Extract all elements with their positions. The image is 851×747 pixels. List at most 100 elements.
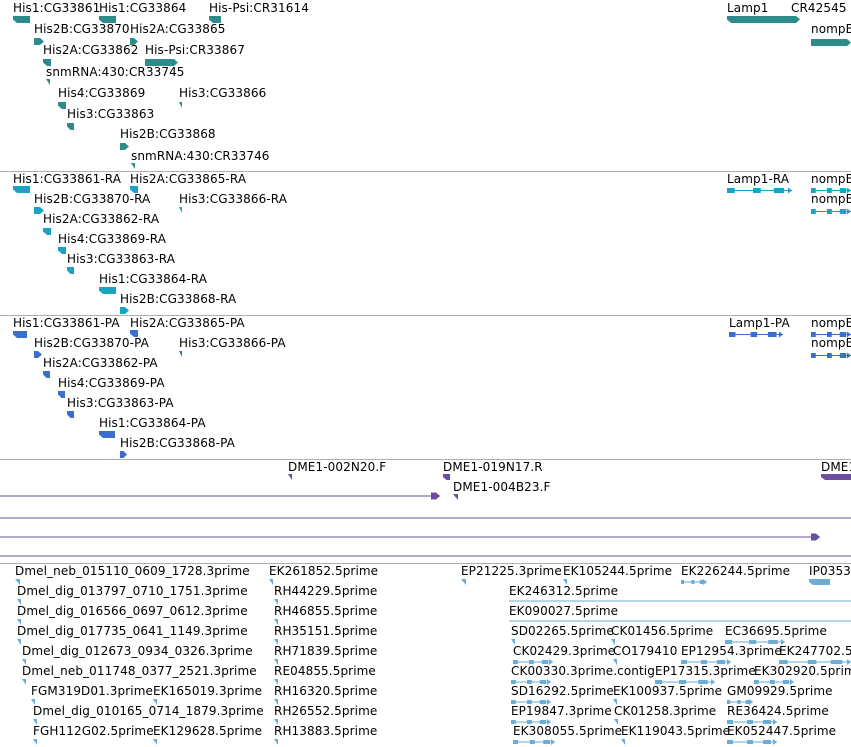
feature-glyph[interactable] xyxy=(13,598,25,606)
feature-glyph[interactable] xyxy=(126,185,142,194)
feature-glyph[interactable] xyxy=(149,698,161,706)
feature-glyph[interactable] xyxy=(63,122,78,131)
clone-span-line[interactable] xyxy=(0,514,851,522)
feature-label: His1:CG33864-RA xyxy=(99,272,208,286)
feature-glyph[interactable] xyxy=(126,329,142,338)
feature-glyph[interactable] xyxy=(270,698,282,706)
feature-glyph[interactable] xyxy=(449,493,462,501)
feature-glyph[interactable] xyxy=(805,578,834,586)
clone-span-line[interactable] xyxy=(0,492,851,500)
feature-glyph[interactable] xyxy=(677,658,735,666)
feature-glyph[interactable] xyxy=(54,246,70,255)
feature-glyph[interactable] xyxy=(9,15,34,24)
feature-glyph[interactable] xyxy=(39,58,55,67)
feature-glyph[interactable] xyxy=(54,101,70,110)
feature-glyph[interactable] xyxy=(607,638,619,646)
feature-glyph[interactable] xyxy=(30,350,46,359)
feature-glyph[interactable] xyxy=(18,658,30,666)
feature-glyph[interactable] xyxy=(507,718,555,726)
feature-glyph[interactable] xyxy=(807,207,851,216)
feature-label: EK226244.5prime xyxy=(681,564,791,578)
clone-span-line[interactable] xyxy=(0,552,851,560)
feature-glyph[interactable] xyxy=(13,618,25,626)
feature-glyph[interactable] xyxy=(723,738,781,746)
feature-glyph[interactable] xyxy=(29,738,41,746)
feature-glyph[interactable] xyxy=(95,15,120,24)
feature-glyph[interactable] xyxy=(284,473,296,481)
feature-glyph[interactable] xyxy=(205,15,225,24)
feature-glyph[interactable] xyxy=(27,698,39,706)
feature-glyph[interactable] xyxy=(721,638,789,646)
feature-glyph[interactable] xyxy=(95,286,120,295)
feature-glyph[interactable] xyxy=(270,638,282,646)
feature-glyph[interactable] xyxy=(505,598,851,604)
feature-label: Dmel_dig_013797_0710_1751.3prime xyxy=(17,584,248,598)
feature-glyph[interactable] xyxy=(723,698,757,706)
feature-glyph[interactable] xyxy=(509,738,559,746)
feature-glyph[interactable] xyxy=(11,578,24,586)
feature-glyph[interactable] xyxy=(507,678,555,686)
feature-glyph[interactable] xyxy=(807,38,851,47)
feature-glyph[interactable] xyxy=(807,330,851,339)
feature-glyph[interactable] xyxy=(723,15,796,24)
feature-glyph[interactable] xyxy=(270,658,282,666)
feature-glyph[interactable] xyxy=(507,638,519,646)
feature-glyph[interactable] xyxy=(13,638,25,646)
feature-glyph[interactable] xyxy=(63,266,78,275)
feature-glyph[interactable] xyxy=(609,658,621,666)
feature-glyph[interactable] xyxy=(265,578,277,586)
feature-glyph[interactable] xyxy=(39,227,55,236)
feature-glyph[interactable] xyxy=(775,658,851,666)
feature-glyph[interactable] xyxy=(750,678,798,686)
feature-glyph[interactable] xyxy=(54,390,69,399)
feature-glyph[interactable] xyxy=(175,101,186,109)
feature-glyph[interactable] xyxy=(29,718,41,726)
feature-glyph[interactable] xyxy=(807,351,851,360)
feature-glyph[interactable] xyxy=(651,678,719,686)
feature-glyph[interactable] xyxy=(617,738,629,746)
feature-glyph[interactable] xyxy=(127,162,139,170)
feature-glyph[interactable] xyxy=(677,578,711,586)
feature-glyph[interactable] xyxy=(439,473,454,481)
feature-glyph[interactable] xyxy=(725,330,787,339)
feature-glyph[interactable] xyxy=(817,473,851,481)
feature-glyph[interactable] xyxy=(149,738,161,746)
feature-glyph[interactable] xyxy=(95,430,119,439)
feature-glyph[interactable] xyxy=(126,37,142,46)
feature-glyph[interactable] xyxy=(175,350,186,358)
feature-glyph[interactable] xyxy=(509,658,557,666)
feature-glyph[interactable] xyxy=(39,370,54,379)
feature-glyph[interactable] xyxy=(723,186,796,195)
feature-glyph[interactable] xyxy=(723,718,781,726)
feature-glyph[interactable] xyxy=(270,678,282,686)
feature-glyph[interactable] xyxy=(116,306,133,315)
clone-span-line[interactable] xyxy=(0,533,851,541)
feature-glyph[interactable] xyxy=(116,142,133,151)
feature-glyph[interactable] xyxy=(505,618,851,624)
feature-glyph[interactable] xyxy=(63,410,78,419)
feature-label: Dmel_dig_016566_0697_0612.3prime xyxy=(17,604,248,618)
feature-glyph[interactable] xyxy=(18,678,30,686)
feature-glyph[interactable] xyxy=(9,185,34,194)
feature-glyph[interactable] xyxy=(9,330,31,339)
feature-glyph[interactable] xyxy=(457,578,470,586)
feature-glyph[interactable] xyxy=(175,206,186,214)
feature-glyph[interactable] xyxy=(30,37,48,46)
feature-glyph[interactable] xyxy=(507,698,555,706)
feature-glyph[interactable] xyxy=(270,738,282,746)
feature-glyph[interactable] xyxy=(141,58,182,67)
feature-label: Dmel_dig_017735_0641_1149.3prime xyxy=(17,624,248,638)
feature-glyph[interactable] xyxy=(270,598,282,606)
feature-glyph[interactable] xyxy=(787,15,804,24)
feature-glyph[interactable] xyxy=(30,206,48,215)
feature-glyph[interactable] xyxy=(559,578,571,586)
feature-glyph[interactable] xyxy=(270,718,282,726)
feature-glyph[interactable] xyxy=(610,718,622,726)
feature-glyph[interactable] xyxy=(270,618,282,626)
feature-glyph[interactable] xyxy=(116,450,131,459)
feature-glyph[interactable] xyxy=(42,78,54,86)
feature-label: His2A:CG33862 xyxy=(43,43,139,57)
feature-glyph[interactable] xyxy=(807,186,851,195)
feature-glyph[interactable] xyxy=(609,698,621,706)
